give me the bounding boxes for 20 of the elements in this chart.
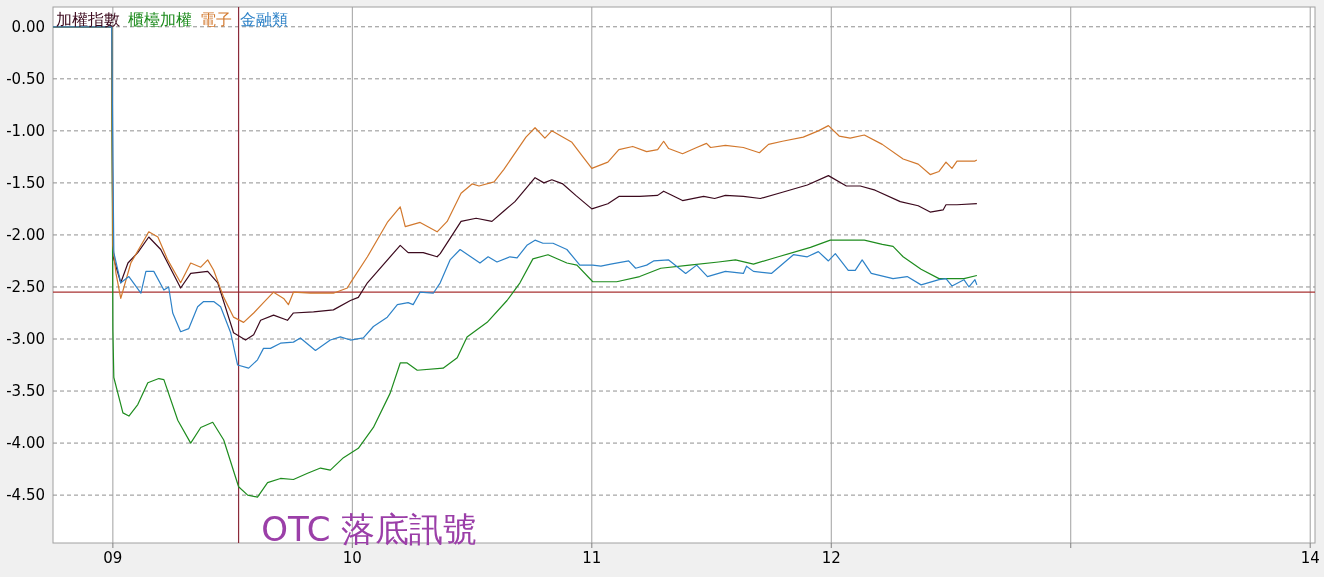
annotation: OTC 落底訊號: [261, 509, 478, 549]
text: 金融類: [240, 10, 288, 29]
y-tick-label: -4.00: [6, 434, 45, 453]
x-tick-label: 09: [103, 549, 123, 567]
y-tick-label: -1.50: [6, 174, 45, 193]
series-label: 櫃檯加權: [128, 10, 192, 29]
y-tick-label: 0.00: [11, 18, 45, 37]
y-tick-label: -0.50: [6, 70, 45, 89]
x-tick-label: 12: [821, 549, 841, 567]
y-tick-label: -3.00: [6, 330, 45, 349]
y-tick-label: -4.50: [6, 486, 45, 505]
x-tick-label: 10: [342, 549, 362, 567]
series-label: 加權指數: [56, 10, 120, 29]
y-tick-label: -1.00: [6, 122, 45, 141]
x-tick-label: 14: [1300, 549, 1320, 567]
text: 電子: [200, 10, 232, 29]
x-tick-label: 11: [582, 549, 602, 567]
y-tick-label: -2.00: [6, 226, 45, 245]
y-tick-label: -3.50: [6, 382, 45, 401]
y-tick-label: -2.50: [6, 278, 45, 297]
